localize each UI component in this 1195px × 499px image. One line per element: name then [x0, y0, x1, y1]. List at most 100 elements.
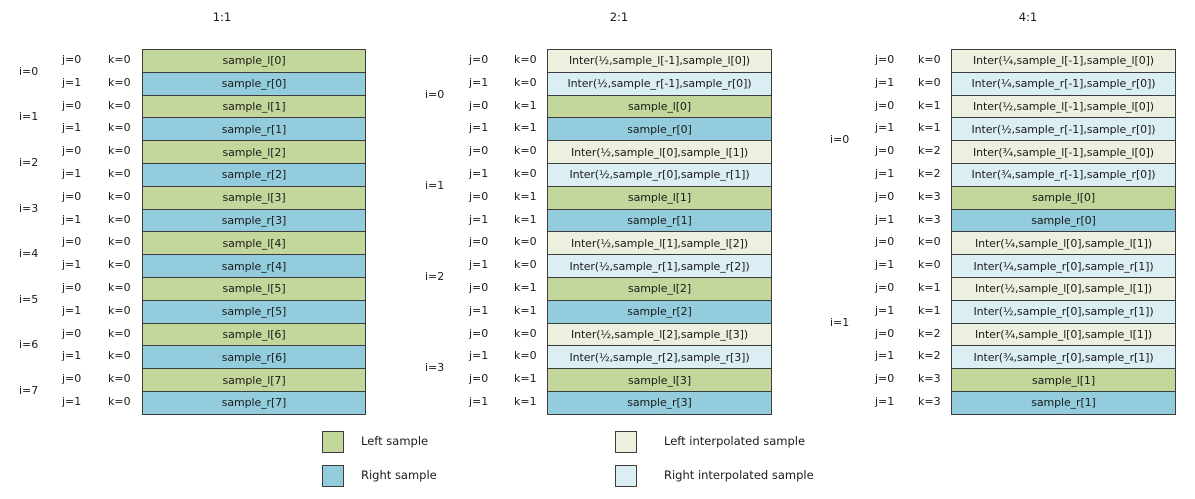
sample-cell: sample_l[3] [142, 185, 366, 210]
sample-cell: Inter(¾,sample_l[-1],sample_l[0]) [951, 140, 1176, 164]
k-index-label: k=0 [108, 144, 131, 158]
sample-cell: sample_r[3] [142, 208, 366, 233]
k-index-label: k=0 [108, 75, 131, 89]
sample-cell: sample_l[2] [142, 140, 366, 164]
i-index-label: i=2 [19, 156, 39, 169]
sample-cell: sample_l[0] [142, 49, 366, 73]
k-index-label: k=0 [108, 395, 131, 408]
k-index-label: k=0 [108, 212, 131, 226]
legend-label: Right interpolated sample [664, 468, 814, 482]
k-index-label: k=0 [108, 121, 131, 135]
j-index-label: j=0 [62, 235, 82, 249]
k-index-label: k=0 [918, 53, 941, 66]
k-index-label: k=0 [108, 167, 131, 180]
j-index-label: j=0 [875, 372, 895, 386]
sample-cell: sample_r[6] [142, 345, 366, 370]
sample-cell: Inter(¼,sample_l[-1],sample_l[0]) [951, 49, 1176, 73]
i-index-label: i=0 [19, 64, 39, 78]
j-index-label: j=1 [875, 167, 895, 180]
sample-cell: Inter(½,sample_l[1],sample_l[2]) [547, 231, 772, 256]
sample-cell: Inter(½,sample_r[0],sample_r[1]) [951, 299, 1176, 324]
k-index-label: k=0 [108, 303, 131, 317]
sample-cell: sample_r[0] [547, 117, 772, 142]
k-index-label: k=0 [514, 349, 537, 363]
k-index-label: k=1 [514, 303, 537, 317]
sample-cell: sample_l[0] [951, 185, 1176, 210]
sample-cell: sample_r[5] [142, 299, 366, 324]
sample-cell: sample_l[3] [547, 368, 772, 392]
sample-cell: sample_r[7] [142, 391, 366, 415]
sample-cell: sample_r[1] [951, 391, 1176, 415]
i-index-label: i=0 [830, 133, 850, 147]
k-index-label: k=3 [918, 395, 941, 408]
j-index-label: j=1 [62, 303, 82, 317]
k-index-label: k=0 [108, 189, 131, 203]
sample-cell: sample_l[0] [547, 94, 772, 119]
j-index-label: j=0 [469, 281, 489, 294]
k-index-label: k=0 [514, 75, 537, 89]
k-index-label: k=0 [514, 53, 537, 66]
sample-cell: sample_l[4] [142, 231, 366, 256]
k-index-label: k=0 [108, 326, 131, 340]
j-index-label: j=1 [62, 258, 82, 272]
j-index-label: j=0 [875, 281, 895, 294]
j-index-label: j=1 [62, 395, 82, 408]
j-index-label: j=1 [875, 212, 895, 226]
i-index-label: i=2 [425, 270, 445, 283]
sample-cell: sample_r[2] [547, 299, 772, 324]
sample-cell: Inter(¼,sample_r[-1],sample_r[0]) [951, 71, 1176, 96]
k-index-label: k=0 [514, 144, 537, 158]
j-index-label: j=0 [62, 53, 82, 66]
i-index-label: i=1 [830, 315, 850, 329]
j-index-label: j=1 [875, 121, 895, 135]
i-index-label: i=3 [19, 201, 39, 215]
j-index-label: j=1 [875, 75, 895, 89]
j-index-label: j=0 [469, 98, 489, 112]
j-index-label: j=1 [875, 395, 895, 408]
sample-cell: Inter(¾,sample_r[0],sample_r[1]) [951, 345, 1176, 370]
k-index-label: k=1 [514, 98, 537, 112]
j-index-label: j=0 [62, 372, 82, 386]
k-index-label: k=1 [514, 372, 537, 386]
k-index-label: k=0 [918, 235, 941, 249]
legend-swatch [615, 431, 637, 453]
j-index-label: j=1 [469, 75, 489, 89]
k-index-label: k=0 [918, 75, 941, 89]
j-index-label: j=1 [62, 121, 82, 135]
panel-title: 2:1 [609, 10, 629, 24]
j-index-label: j=0 [62, 189, 82, 203]
k-index-label: k=0 [514, 258, 537, 272]
legend-label: Left sample [361, 434, 429, 448]
j-index-label: j=1 [469, 258, 489, 272]
k-index-label: k=3 [918, 189, 941, 203]
i-index-label: i=0 [425, 87, 445, 101]
k-index-label: k=0 [108, 349, 131, 363]
j-index-label: j=0 [469, 53, 489, 66]
k-index-label: k=0 [514, 326, 537, 340]
j-index-label: j=0 [62, 144, 82, 158]
sample-cell: sample_l[7] [142, 368, 366, 392]
sample-cell: sample_l[2] [547, 277, 772, 301]
j-index-label: j=0 [469, 144, 489, 158]
j-index-label: j=1 [469, 212, 489, 226]
panel-title: 4:1 [1018, 10, 1038, 24]
i-index-label: i=6 [19, 338, 39, 352]
sample-cell: sample_r[2] [142, 163, 366, 187]
k-index-label: k=1 [514, 189, 537, 203]
sample-cell: Inter(½,sample_r[0],sample_r[1]) [547, 163, 772, 187]
sample-cell: sample_l[1] [951, 368, 1176, 392]
j-index-label: j=0 [875, 235, 895, 249]
sample-cell: sample_l[1] [547, 185, 772, 210]
k-index-label: k=2 [918, 326, 941, 340]
i-index-label: i=5 [19, 292, 39, 306]
legend-swatch [322, 465, 344, 487]
legend-label: Left interpolated sample [664, 434, 806, 448]
sample-cell: Inter(¾,sample_l[0],sample_l[1]) [951, 322, 1176, 347]
j-index-label: j=0 [62, 98, 82, 112]
sample-cell: Inter(¾,sample_r[-1],sample_r[0]) [951, 163, 1176, 187]
sample-cell: Inter(½,sample_l[-1],sample_l[0]) [547, 49, 772, 73]
legend-label: Right sample [361, 468, 437, 482]
sample-cell: Inter(½,sample_l[-1],sample_l[0]) [951, 94, 1176, 119]
j-index-label: j=1 [875, 303, 895, 317]
i-index-label: i=1 [425, 178, 445, 192]
